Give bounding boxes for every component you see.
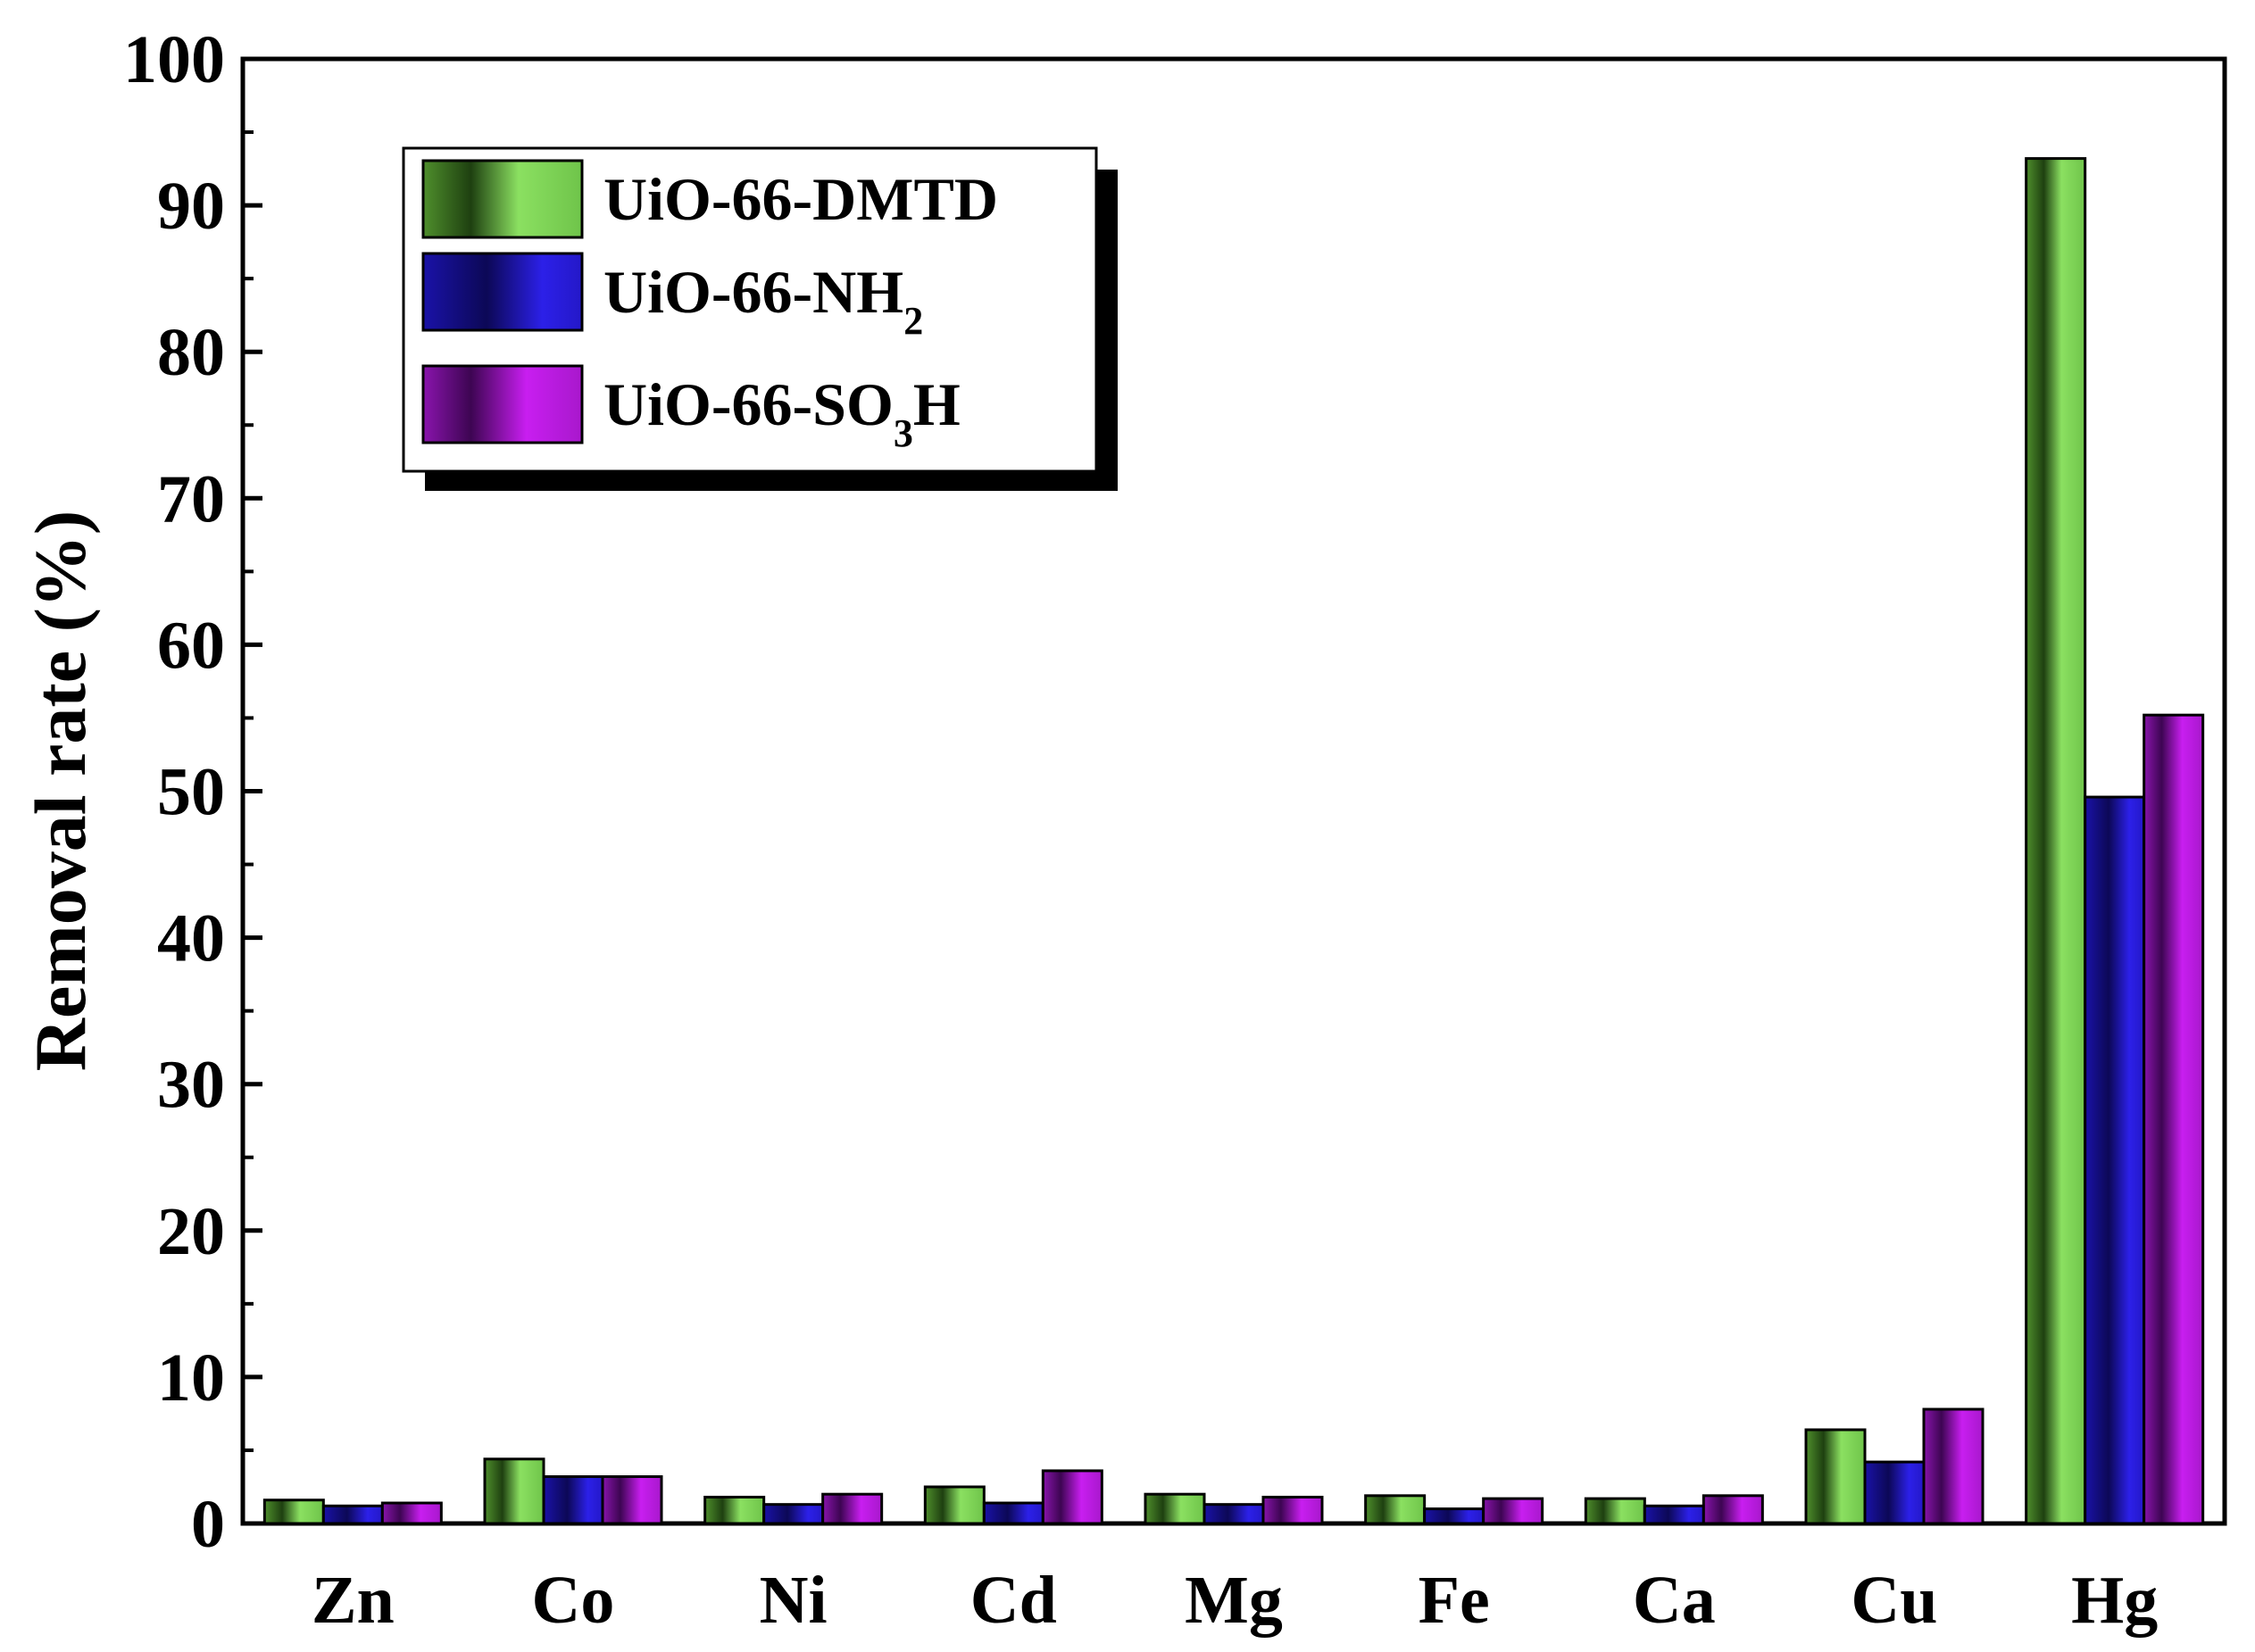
bar-uio-66-so3h-ca xyxy=(1702,1494,1764,1525)
x-tick-label-mg: Mg xyxy=(1185,1563,1283,1638)
bar-uio-66-nh2-zn xyxy=(321,1504,384,1525)
bar-uio-66-nh2-ni xyxy=(762,1503,825,1525)
x-tick-label-zn: Zn xyxy=(312,1563,395,1638)
bar-uio-66-dmtd-co xyxy=(483,1457,545,1525)
legend-swatch-uio-66-so3h xyxy=(421,364,584,444)
bar-uio-66-nh2-fe xyxy=(1423,1507,1485,1525)
bar-uio-66-so3h-fe xyxy=(1482,1497,1544,1525)
bar-uio-66-dmtd-cu xyxy=(1804,1428,1867,1525)
legend-swatch-uio-66-dmtd xyxy=(421,159,584,239)
bar-uio-66-dmtd-cd xyxy=(923,1485,986,1525)
x-tick-label-cd: Cd xyxy=(970,1563,1057,1638)
y-tick-label: 90 xyxy=(157,169,225,244)
x-tick-label-ni: Ni xyxy=(760,1563,828,1638)
y-tick-label: 20 xyxy=(157,1194,225,1269)
x-axis: Zn Co Ni Cd Mg Fe Ca Cu Hg xyxy=(312,1563,2158,1638)
bar-uio-66-so3h-hg xyxy=(2143,713,2205,1525)
bar-uio-66-nh2-co xyxy=(542,1474,604,1525)
bar-uio-66-nh2-cd xyxy=(982,1501,1044,1525)
y-tick-label: 100 xyxy=(123,22,225,97)
bar-uio-66-nh2-cu xyxy=(1863,1460,1926,1525)
y-tick-label: 70 xyxy=(157,461,225,536)
bars-layer xyxy=(262,157,2205,1525)
bar-uio-66-dmtd-ca xyxy=(1584,1497,1646,1525)
y-axis: 0 10 20 30 40 50 60 70 80 90 100 xyxy=(123,22,262,1562)
legend-label-uio-66-so3h: UiO-66-SO3H xyxy=(603,370,961,455)
x-tick-label-cu: Cu xyxy=(1851,1563,1937,1638)
x-tick-label-ca: Ca xyxy=(1633,1563,1716,1638)
legend-label-uio-66-nh2: UiO-66-NH2 xyxy=(603,258,923,343)
x-tick-label-co: Co xyxy=(532,1563,615,1638)
bar-uio-66-so3h-cu xyxy=(1922,1407,1985,1525)
legend-label-uio-66-dmtd: UiO-66-DMTD xyxy=(603,165,998,233)
y-tick-label: 80 xyxy=(157,315,225,390)
bar-uio-66-dmtd-fe xyxy=(1364,1494,1427,1525)
y-tick-label: 10 xyxy=(157,1341,225,1415)
y-tick-label: 0 xyxy=(191,1487,225,1562)
y-tick-label: 50 xyxy=(157,755,225,830)
y-tick-label: 40 xyxy=(157,901,225,976)
bar-uio-66-so3h-mg xyxy=(1261,1495,1324,1525)
bar-uio-66-so3h-ni xyxy=(821,1492,884,1525)
bar-uio-66-so3h-co xyxy=(601,1474,663,1525)
bar-uio-66-nh2-hg xyxy=(2084,795,2146,1525)
legend: UiO-66-DMTD UiO-66-NH2 UiO-66-SO3H xyxy=(402,146,1118,491)
x-tick-label-hg: Hg xyxy=(2071,1563,2158,1638)
y-tick-label: 30 xyxy=(157,1048,225,1123)
bar-uio-66-nh2-ca xyxy=(1643,1504,1705,1525)
bar-uio-66-so3h-zn xyxy=(380,1501,443,1525)
bar-uio-66-nh2-mg xyxy=(1202,1503,1265,1525)
bar-uio-66-dmtd-zn xyxy=(262,1498,325,1525)
bar-uio-66-dmtd-mg xyxy=(1144,1492,1206,1525)
y-tick-label: 60 xyxy=(157,608,225,683)
bar-uio-66-dmtd-hg xyxy=(2025,157,2087,1525)
y-axis-title: Removal rate (%) xyxy=(20,511,101,1071)
bar-uio-66-dmtd-ni xyxy=(703,1495,766,1525)
bar-uio-66-so3h-cd xyxy=(1041,1469,1103,1525)
legend-swatch-uio-66-nh2 xyxy=(421,252,584,332)
x-tick-label-fe: Fe xyxy=(1419,1563,1490,1638)
